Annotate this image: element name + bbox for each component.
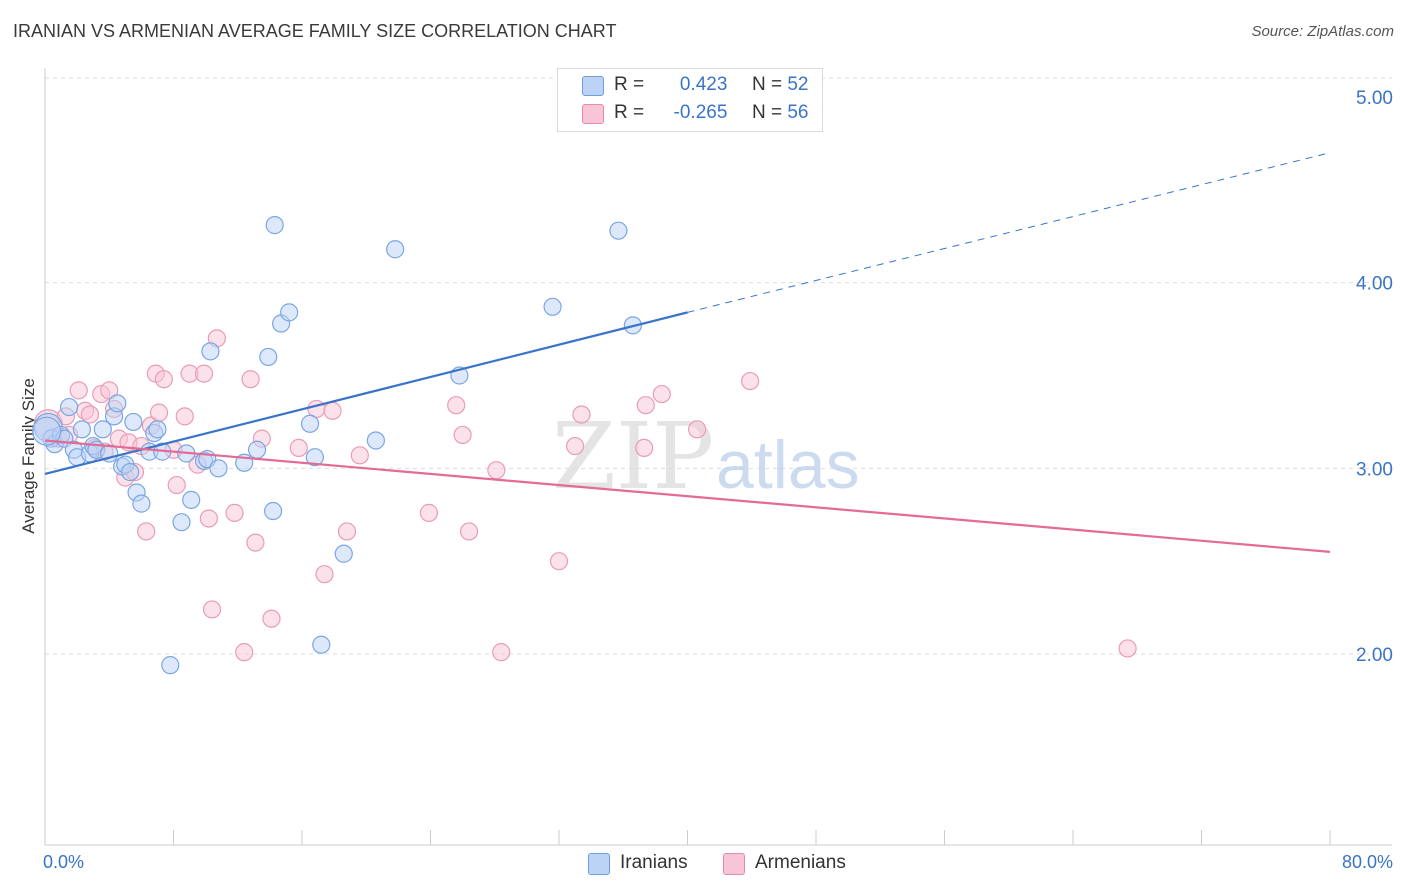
trend-lines xyxy=(44,152,1331,553)
data-point xyxy=(337,522,357,541)
data-point xyxy=(366,431,385,450)
data-points xyxy=(32,216,1137,675)
data-point xyxy=(315,565,334,584)
data-point xyxy=(93,420,112,439)
data-point xyxy=(549,552,569,571)
stats-legend: R = 0.423 N = 52 R = -0.265 N = 56 xyxy=(557,68,823,132)
data-point xyxy=(148,420,167,439)
trend-line-iranians-extension xyxy=(687,152,1331,313)
legend-swatch-armenians xyxy=(723,853,745,875)
legend-n-label: N = xyxy=(751,102,783,123)
data-point xyxy=(1118,639,1137,658)
data-point xyxy=(154,370,173,389)
legend-label-armenians: Armenians xyxy=(755,852,846,873)
data-point xyxy=(124,412,143,432)
data-point xyxy=(289,438,308,458)
chart-source: Source: ZipAtlas.com xyxy=(1251,23,1394,40)
trend-line-iranians xyxy=(44,311,688,475)
data-point xyxy=(323,401,342,420)
data-point xyxy=(636,396,655,415)
data-point xyxy=(487,461,506,480)
watermark-atlas: atlas xyxy=(716,427,860,503)
data-point xyxy=(72,420,92,439)
data-point xyxy=(334,544,353,563)
data-point xyxy=(572,405,591,424)
data-point xyxy=(265,216,284,235)
y-tick-label: 5.00 xyxy=(1356,88,1393,109)
legend-swatch-iranians xyxy=(588,853,610,875)
data-point xyxy=(259,347,278,367)
data-point xyxy=(69,381,88,400)
data-point xyxy=(305,448,324,467)
trend-line-armenians xyxy=(44,439,1331,553)
axes xyxy=(44,68,1392,846)
y-tick-label: 4.00 xyxy=(1356,274,1393,295)
legend-r-label: R = xyxy=(614,102,645,123)
data-point xyxy=(201,342,220,361)
x-tick-label-min: 0.0% xyxy=(43,852,85,872)
legend-label-iranians: Iranians xyxy=(620,852,688,873)
x-tick-label-max: 80.0% xyxy=(1341,852,1393,872)
data-point xyxy=(100,381,119,400)
data-point xyxy=(121,462,140,482)
legend-n-value: 52 xyxy=(787,74,809,95)
data-point xyxy=(175,407,194,426)
data-point xyxy=(741,371,760,391)
data-point xyxy=(137,522,156,541)
data-point xyxy=(202,600,222,619)
legend-n-value: 56 xyxy=(787,102,809,123)
data-point xyxy=(263,501,283,521)
data-point xyxy=(609,221,628,240)
data-point xyxy=(280,303,299,322)
legend-r-label: R = xyxy=(614,74,645,95)
data-point xyxy=(59,397,79,417)
legend-r-value: 0.423 xyxy=(679,74,728,95)
data-point xyxy=(225,503,244,522)
data-point xyxy=(241,370,260,389)
data-point xyxy=(492,643,511,662)
watermark: ZIP atlas xyxy=(552,403,860,510)
data-point xyxy=(235,643,254,662)
data-point xyxy=(182,490,201,509)
gridlines xyxy=(45,77,1392,655)
y-tick-label: 2.00 xyxy=(1356,645,1393,666)
data-point xyxy=(167,475,186,495)
data-point xyxy=(199,509,218,528)
data-point xyxy=(80,405,100,424)
data-point xyxy=(108,394,127,413)
data-point xyxy=(652,384,671,404)
data-point xyxy=(246,533,265,552)
data-point xyxy=(688,420,707,439)
data-point xyxy=(247,440,267,459)
data-point xyxy=(635,438,654,458)
data-point xyxy=(194,364,214,383)
data-point xyxy=(262,609,281,628)
y-tick-label: 3.00 xyxy=(1356,459,1393,480)
legend-n-label: N = xyxy=(751,74,783,95)
data-point xyxy=(300,414,320,433)
data-point xyxy=(312,635,331,654)
data-point xyxy=(132,494,151,513)
data-point xyxy=(459,522,479,541)
y-tick-labels: 2.00 3.00 4.00 5.00 xyxy=(1356,88,1393,666)
data-point xyxy=(543,297,562,316)
data-point xyxy=(447,396,466,415)
legend-swatch-iranians xyxy=(582,76,604,96)
legend-swatch-armenians xyxy=(582,104,604,124)
data-point xyxy=(161,656,180,675)
data-point xyxy=(350,446,369,465)
data-point xyxy=(386,240,405,259)
data-point xyxy=(149,403,169,422)
legend-r-value: -0.265 xyxy=(673,102,728,123)
data-point xyxy=(453,425,472,445)
chart-title: IRANIAN VS ARMENIAN AVERAGE FAMILY SIZE … xyxy=(13,21,617,41)
data-point xyxy=(209,459,228,478)
data-point xyxy=(32,416,62,446)
data-point xyxy=(565,436,585,456)
series-iranians xyxy=(32,216,642,675)
data-point xyxy=(419,503,438,522)
data-point xyxy=(172,513,191,532)
